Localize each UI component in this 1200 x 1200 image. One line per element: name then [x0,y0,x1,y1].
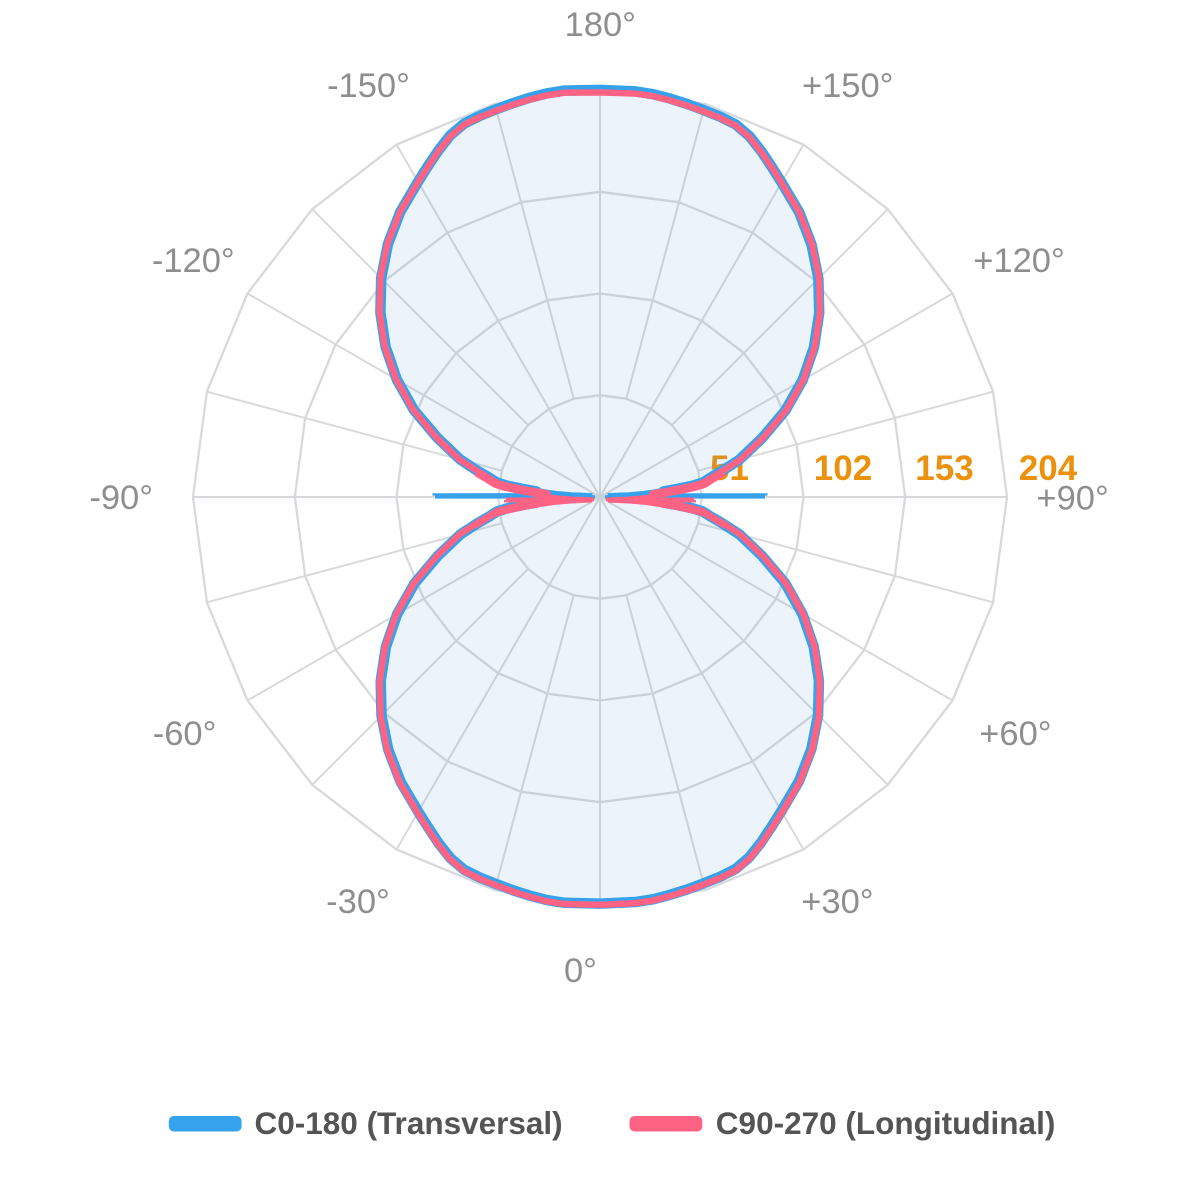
svg-text:0°: 0° [564,952,597,990]
svg-text:+90°: +90° [1036,480,1108,518]
svg-text:+60°: +60° [979,715,1051,753]
svg-text:-150°: -150° [327,67,410,105]
svg-text:+120°: +120° [973,242,1065,280]
svg-text:-60°: -60° [153,715,217,753]
svg-text:-30°: -30° [326,883,390,921]
svg-text:C0-180 (Transversal): C0-180 (Transversal) [255,1105,563,1141]
svg-text:204: 204 [1019,449,1078,488]
svg-text:102: 102 [814,449,872,488]
svg-text:153: 153 [915,449,973,488]
svg-text:180°: 180° [565,6,636,44]
svg-text:+150°: +150° [802,67,894,105]
svg-text:+30°: +30° [801,883,873,921]
svg-text:-120°: -120° [152,242,235,280]
svg-text:C90-270 (Longitudinal): C90-270 (Longitudinal) [716,1105,1056,1141]
svg-text:-90°: -90° [89,479,153,517]
